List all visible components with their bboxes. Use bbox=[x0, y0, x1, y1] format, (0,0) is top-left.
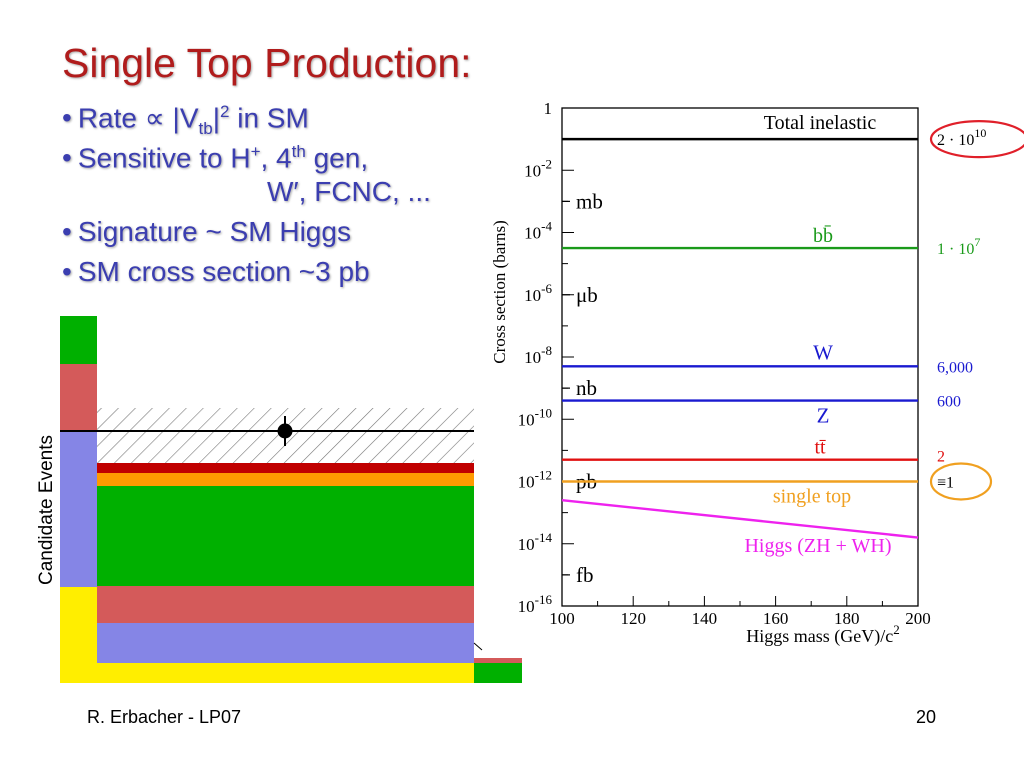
bin2-orange bbox=[97, 473, 474, 486]
x-tick-label: 120 bbox=[620, 609, 646, 628]
bin3-red bbox=[474, 658, 522, 663]
y-axis-label: Cross section (barns) bbox=[490, 220, 509, 364]
y-tick-label: 10-8 bbox=[524, 343, 552, 367]
unit-label: nb bbox=[576, 376, 597, 400]
series-label: W bbox=[813, 340, 833, 364]
bin1-yellow bbox=[60, 587, 97, 683]
y-tick-label: 10-12 bbox=[518, 468, 552, 492]
bin2-green bbox=[97, 486, 474, 586]
bin2-blue bbox=[97, 623, 474, 663]
x-tick-label: 200 bbox=[905, 609, 931, 628]
bin1-green bbox=[60, 316, 97, 364]
x-axis-label: Higgs mass (GeV)/c2 bbox=[746, 622, 899, 647]
bin2-yellow bbox=[97, 663, 474, 683]
bin1-blue bbox=[60, 430, 97, 587]
unit-label: μb bbox=[576, 283, 598, 307]
series-lines: Total inelastic 2 · 1010 bb̄ 1 · 107 W 6,000 Z… bbox=[561, 112, 1024, 557]
ratio-circle bbox=[929, 120, 1024, 159]
page-number: 20 bbox=[916, 707, 937, 727]
series-label: tt̄ bbox=[814, 437, 826, 459]
y-tick-label: 10-6 bbox=[524, 281, 552, 305]
series-ratio: ≡1 bbox=[937, 475, 954, 492]
series-label: single top bbox=[773, 486, 851, 508]
chart-background bbox=[517, 92, 924, 652]
y-tick-label: 10-16 bbox=[518, 592, 553, 616]
bullet-signature: • Signature ~ SM Higgs bbox=[62, 216, 351, 247]
y-tick-label: 10-2 bbox=[524, 156, 552, 180]
series-ratio: 6,000 bbox=[937, 359, 973, 376]
y-tick-label: 10-10 bbox=[518, 405, 552, 429]
left-plot-ylabel: Candidate Events bbox=[36, 435, 57, 585]
y-tick-label: 10-4 bbox=[524, 219, 552, 243]
series-label: bb̄ bbox=[813, 225, 833, 247]
bullet-rate: • Rate ∝ |Vtb|2 in SM bbox=[62, 102, 309, 138]
unit-label: fb bbox=[576, 563, 594, 587]
x-tick-label: 140 bbox=[692, 609, 718, 628]
series-line bbox=[561, 498, 919, 539]
unit-label: mb bbox=[576, 189, 603, 213]
series-ratio: 1 · 107 bbox=[937, 235, 980, 258]
bullet-list: • Rate ∝ |Vtb|2 in SM • Sensitive to H+, 4… bbox=[62, 92, 431, 292]
y-tick-label: 1 bbox=[544, 99, 553, 118]
bin2-darkred bbox=[97, 463, 474, 473]
x-tick-label: 100 bbox=[549, 609, 575, 628]
bin2-red bbox=[97, 586, 474, 623]
bin1-red bbox=[60, 364, 97, 430]
ratio-circle bbox=[929, 462, 993, 501]
y-tick-label: 10-14 bbox=[518, 530, 553, 554]
series-ratio: 600 bbox=[937, 394, 961, 411]
series-label: Higgs (ZH + WH) bbox=[744, 535, 891, 557]
footer-author: R. Erbacher - LP07 bbox=[87, 707, 242, 727]
series-label: Total inelastic bbox=[764, 112, 877, 134]
data-point bbox=[277, 423, 293, 439]
bullet-cross-section: • SM cross section ~3 pb bbox=[62, 256, 370, 287]
x-tick-label: 180 bbox=[834, 609, 860, 628]
slide-title: Single Top Production: bbox=[62, 40, 472, 86]
series-label: Z bbox=[817, 404, 830, 428]
bullet-sensitive: • Sensitive to H+, 4th gen, bbox=[62, 142, 369, 174]
series-ratio: 2 bbox=[937, 449, 945, 466]
x-tick-label: 160 bbox=[763, 609, 789, 628]
x-axis-ticks: 100 120 140 160 180 200 bbox=[549, 596, 931, 628]
series-ratio: 2 · 1010 bbox=[937, 126, 986, 149]
bin3-green bbox=[474, 663, 522, 683]
bullet-sensitive-continued: W′, FCNC, ... bbox=[267, 176, 431, 207]
